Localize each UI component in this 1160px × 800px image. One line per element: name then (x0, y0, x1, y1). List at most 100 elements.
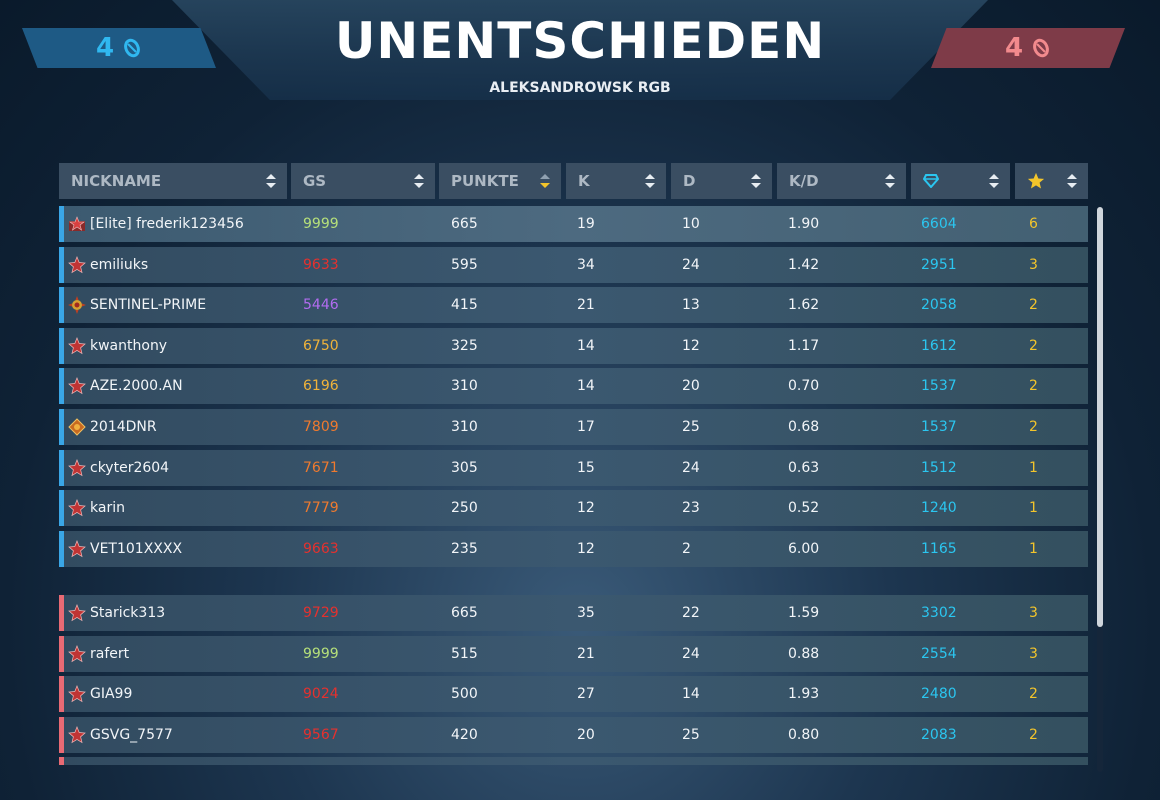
red-team-marker (59, 676, 64, 713)
column-deaths[interactable]: D (671, 163, 772, 199)
player-crystals: 1612 (921, 337, 957, 354)
star-icon (1027, 172, 1045, 189)
column-crystals[interactable] (911, 163, 1010, 199)
player-stars: 2 (1029, 686, 1038, 703)
rank-diamond-icon (68, 418, 86, 436)
player-nickname[interactable]: 2014DNR (90, 419, 157, 435)
rank-star-icon (68, 255, 86, 274)
player-stars: 3 (1029, 645, 1038, 662)
table-row[interactable]: karin 7779 250 12 23 0.52 1240 1 (59, 490, 1088, 527)
column-kills[interactable]: K (566, 163, 666, 199)
player-kd: 0.68 (788, 419, 820, 435)
player-deaths: 10 (682, 216, 700, 232)
sort-both-icon (751, 174, 761, 188)
player-kd: 0.70 (788, 378, 820, 395)
flag-token-icon (1033, 38, 1049, 58)
player-nickname[interactable]: SENTINEL-PRIME (90, 297, 207, 314)
player-nickname[interactable]: [Elite] frederik123456 (90, 216, 244, 232)
player-kd: 1.17 (788, 337, 820, 354)
player-crystals: 2083 (921, 726, 957, 743)
player-nickname[interactable]: AZE.2000.AN (90, 378, 183, 395)
player-deaths: 13 (682, 297, 700, 314)
table-row[interactable]: rafert 9999 515 21 24 0.88 2554 3 (59, 635, 1088, 672)
player-nickname[interactable]: GSVG_7577 (90, 726, 173, 743)
red-team-score: 4 (931, 28, 1125, 68)
player-kd: 1.62 (788, 297, 820, 314)
player-deaths: 20 (682, 378, 700, 395)
player-stars: 2 (1029, 419, 1038, 435)
sort-both-icon (266, 174, 276, 188)
sort-both-icon (989, 174, 999, 188)
player-gs: 7809 (303, 419, 339, 435)
rank-star-icon (68, 377, 86, 395)
player-crystals: 1512 (921, 459, 957, 476)
player-nickname[interactable]: rafert (90, 645, 130, 662)
player-kills: 27 (577, 686, 595, 703)
column-nickname[interactable]: NICKNAME (59, 163, 287, 199)
player-kills: 34 (577, 256, 595, 273)
red-team-marker (59, 716, 64, 753)
player-stars: 2 (1029, 337, 1038, 354)
player-gs: 9663 (303, 540, 339, 557)
rank-star-icon (68, 458, 86, 477)
table-row[interactable]: kwanthony 6750 325 14 12 1.17 1612 2 (59, 327, 1088, 364)
table-row[interactable]: ckyter2604 7671 305 15 24 0.63 1512 1 (59, 449, 1088, 486)
table-row[interactable]: VET101XXXX 9663 235 12 2 6.00 1165 1 (59, 530, 1088, 567)
table-row[interactable]: [Elite] frederik123456 9999 665 19 10 1.90 660… (59, 206, 1088, 242)
sort-desc-active-icon (540, 174, 550, 188)
player-gs: 9567 (303, 726, 339, 743)
player-gs: 5446 (303, 297, 339, 314)
player-gs: 9999 (303, 216, 339, 232)
rank-star-icon (68, 644, 86, 663)
table-row[interactable]: AZE.2000.AN 6196 310 14 20 0.70 1537 2 (59, 368, 1088, 405)
player-nickname[interactable]: kwanthony (90, 337, 168, 354)
player-crystals: 1240 (921, 500, 957, 517)
player-crystals: 1165 (921, 540, 957, 557)
player-stars: 1 (1029, 540, 1038, 557)
rank-star-icon (68, 539, 86, 558)
player-kd: 1.90 (788, 216, 820, 232)
table-row[interactable]: SENTINEL-PRIME 5446 415 21 13 1.62 2058 2 (59, 287, 1088, 324)
player-gs: 9999 (303, 645, 339, 662)
column-stars[interactable] (1015, 163, 1088, 199)
player-nickname[interactable]: Starick313 (90, 605, 166, 621)
column-kills-label: K (578, 172, 590, 190)
player-nickname[interactable]: GIA99 (90, 686, 133, 703)
blue-team-marker (59, 490, 64, 527)
red-team-marker (59, 595, 64, 631)
rank-star-icon (68, 725, 86, 744)
player-points: 665 (451, 216, 478, 232)
scrollbar-thumb[interactable] (1097, 207, 1103, 627)
blue-team-marker (59, 327, 64, 364)
player-nickname[interactable]: ckyter2604 (90, 459, 170, 476)
match-result-title: UNENTSCHIEDEN (334, 12, 826, 70)
player-kd: 1.42 (788, 256, 820, 273)
player-kills: 21 (577, 297, 595, 314)
column-points[interactable]: PUNKTE (439, 163, 561, 199)
player-nickname[interactable]: VET101XXXX (90, 540, 183, 557)
player-nickname[interactable]: emiliuks (90, 256, 149, 273)
table-row[interactable]: GSVG_7577 9567 420 20 25 0.80 2083 2 (59, 716, 1088, 753)
table-row[interactable]: Starick313 9729 665 35 22 1.59 3302 3 (59, 595, 1088, 631)
player-kills: 20 (577, 726, 595, 743)
column-gs-label: GS (303, 172, 327, 190)
player-kd: 0.52 (788, 500, 820, 517)
rank-sun-icon (68, 296, 86, 315)
blue-team-marker (59, 409, 64, 445)
player-kills: 14 (577, 337, 595, 354)
player-points: 420 (451, 726, 478, 743)
table-row[interactable]: emiliuks 9633 595 34 24 1.42 2951 3 (59, 246, 1088, 283)
player-deaths: 25 (682, 419, 700, 435)
blue-team-score: 4 (22, 28, 216, 68)
blue-team-marker (59, 368, 64, 405)
player-nickname[interactable]: karin (90, 500, 125, 517)
column-gs[interactable]: GS (291, 163, 435, 199)
player-kills: 12 (577, 540, 595, 557)
table-row[interactable]: GIA99 9024 500 27 14 1.93 2480 2 (59, 676, 1088, 713)
player-deaths: 12 (682, 337, 700, 354)
table-row[interactable]: 2014DNR 7809 310 17 25 0.68 1537 2 (59, 409, 1088, 445)
player-stars: 2 (1029, 297, 1038, 314)
player-kd: 1.59 (788, 605, 820, 621)
column-kd[interactable]: K/D (777, 163, 906, 199)
player-kd: 1.93 (788, 686, 820, 703)
